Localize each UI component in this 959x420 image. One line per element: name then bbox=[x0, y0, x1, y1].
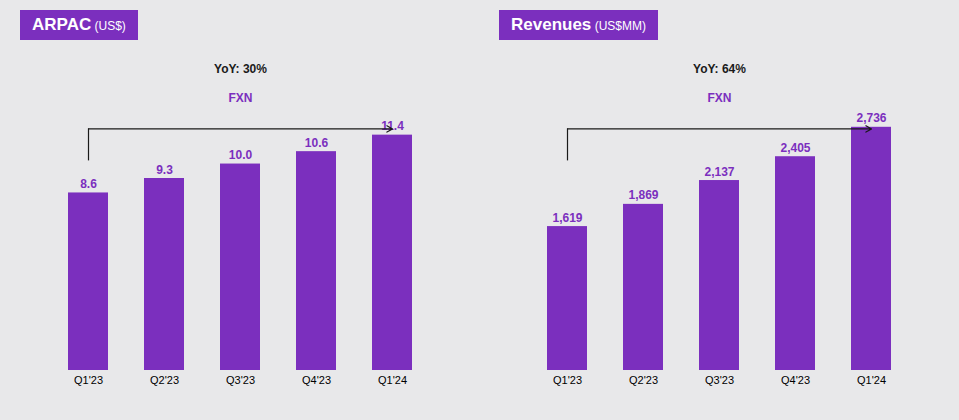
html-text:Revenues(US$MM): Revenues(US$MM) bbox=[511, 15, 646, 34]
svg-text:1,619: 1,619 bbox=[552, 211, 582, 225]
svg-text:2,137: 2,137 bbox=[704, 165, 734, 179]
svg-text:Q3'23: Q3'23 bbox=[705, 374, 734, 386]
svg-text:1,869: 1,869 bbox=[628, 188, 658, 202]
svg-text:10.0: 10.0 bbox=[229, 148, 253, 162]
svg-text:2,736: 2,736 bbox=[856, 111, 886, 125]
svg-text:Q4'23: Q4'23 bbox=[781, 374, 810, 386]
html-text:ARPAC(US$): ARPAC(US$) bbox=[32, 15, 126, 34]
svg-text:Q1'24: Q1'24 bbox=[378, 374, 407, 386]
svg-text:9.3: 9.3 bbox=[156, 163, 173, 177]
svg-text:Q3'23: Q3'23 bbox=[226, 374, 255, 386]
svg-text:Q1'24: Q1'24 bbox=[857, 374, 886, 386]
svg-text:2,405: 2,405 bbox=[780, 141, 810, 155]
svg-text:Q2'23: Q2'23 bbox=[629, 374, 658, 386]
svg-text:Q2'23: Q2'23 bbox=[150, 374, 179, 386]
svg-text:Q1'23: Q1'23 bbox=[74, 374, 103, 386]
svg-text:10.6: 10.6 bbox=[305, 136, 329, 150]
svg-text:FXN: FXN bbox=[708, 91, 732, 105]
svg-text:YoY: 64%: YoY: 64% bbox=[693, 62, 746, 76]
svg-text:Q1'23: Q1'23 bbox=[553, 374, 582, 386]
svg-text:YoY: 30%: YoY: 30% bbox=[214, 62, 267, 76]
svg-text:11.4: 11.4 bbox=[381, 119, 404, 133]
svg-text:8.6: 8.6 bbox=[80, 177, 97, 191]
svg-text:FXN: FXN bbox=[229, 91, 253, 105]
svg-text:Q4'23: Q4'23 bbox=[302, 374, 331, 386]
